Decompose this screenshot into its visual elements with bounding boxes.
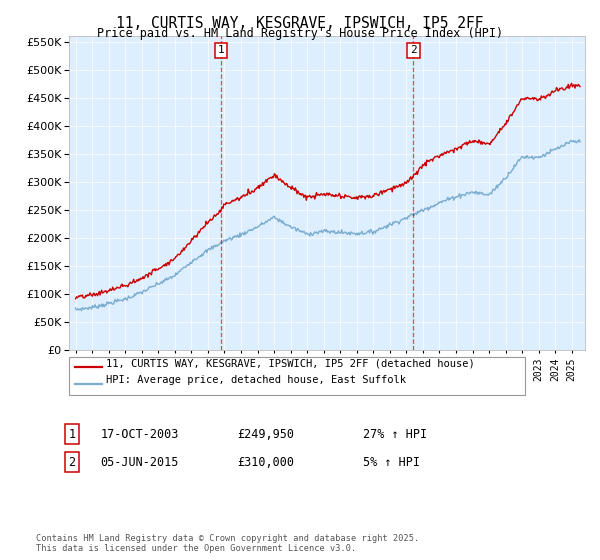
Text: 5% ↑ HPI: 5% ↑ HPI (363, 455, 420, 469)
Text: 11, CURTIS WAY, KESGRAVE, IPSWICH, IP5 2FF (detached house): 11, CURTIS WAY, KESGRAVE, IPSWICH, IP5 2… (106, 358, 475, 368)
Text: HPI: Average price, detached house, East Suffolk: HPI: Average price, detached house, East… (106, 375, 406, 385)
Text: £249,950: £249,950 (237, 427, 294, 441)
Text: Contains HM Land Registry data © Crown copyright and database right 2025.
This d: Contains HM Land Registry data © Crown c… (36, 534, 419, 553)
Text: £310,000: £310,000 (237, 455, 294, 469)
Text: 2: 2 (410, 45, 417, 55)
Text: 2: 2 (68, 455, 76, 469)
Text: 05-JUN-2015: 05-JUN-2015 (100, 455, 179, 469)
Text: 11, CURTIS WAY, KESGRAVE, IPSWICH, IP5 2FF: 11, CURTIS WAY, KESGRAVE, IPSWICH, IP5 2… (116, 16, 484, 31)
Text: 1: 1 (218, 45, 224, 55)
Text: 1: 1 (68, 427, 76, 441)
Text: 17-OCT-2003: 17-OCT-2003 (100, 427, 179, 441)
Text: 27% ↑ HPI: 27% ↑ HPI (363, 427, 427, 441)
Text: Price paid vs. HM Land Registry's House Price Index (HPI): Price paid vs. HM Land Registry's House … (97, 27, 503, 40)
